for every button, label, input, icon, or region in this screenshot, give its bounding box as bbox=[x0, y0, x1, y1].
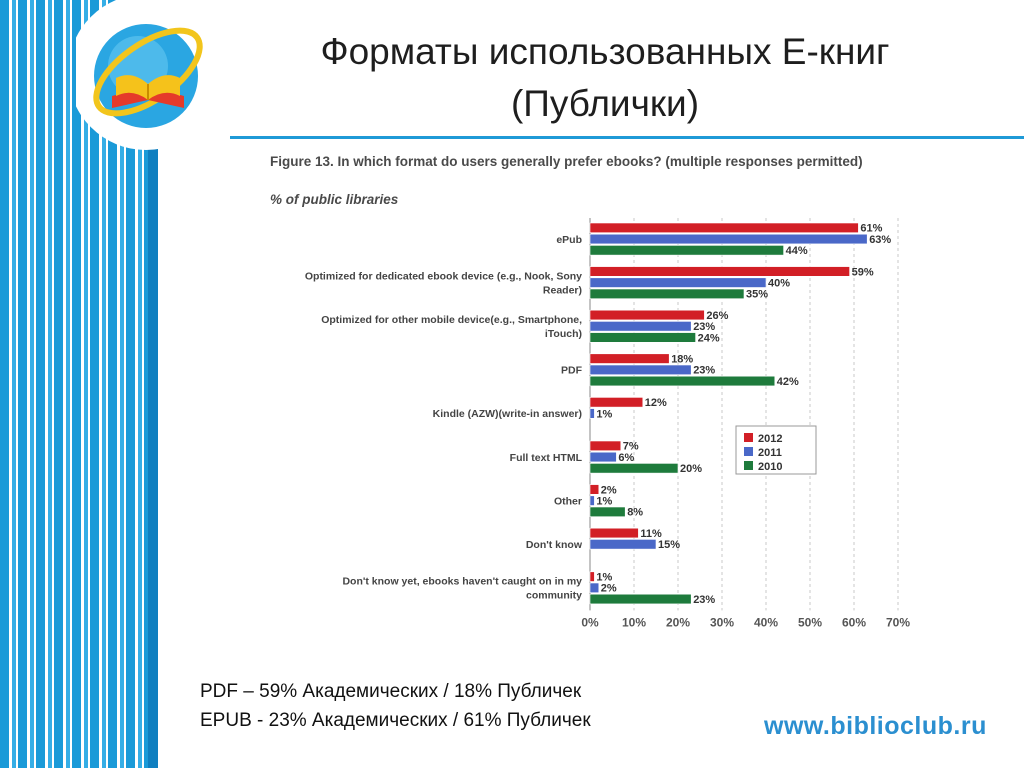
data-label: 40% bbox=[768, 278, 790, 290]
data-label: 61% bbox=[860, 223, 882, 235]
bar-2011 bbox=[589, 582, 600, 593]
bar-2010 bbox=[589, 375, 776, 387]
category-label: PDF bbox=[561, 365, 583, 377]
category-label: Kindle (AZW)(write-in answer) bbox=[433, 408, 582, 420]
category-label: Don't know yet, ebooks haven't caught on… bbox=[342, 576, 582, 588]
category-label: Other bbox=[554, 495, 582, 507]
bar-2010 bbox=[589, 593, 692, 605]
data-label: 23% bbox=[693, 365, 715, 377]
note-epub: EPUB - 23% Академических / 61% Публичек bbox=[200, 710, 591, 731]
legend-label-2012: 2012 bbox=[758, 433, 782, 445]
data-label: 2% bbox=[601, 484, 617, 496]
bar-2010 bbox=[589, 463, 679, 474]
chart-subtitle: % of public libraries bbox=[270, 192, 399, 207]
data-label: 15% bbox=[658, 539, 680, 551]
data-label: 2% bbox=[601, 583, 617, 595]
bar-2011 bbox=[589, 495, 595, 506]
bar-2012 bbox=[589, 397, 644, 408]
data-label: 63% bbox=[869, 234, 891, 246]
data-label: 8% bbox=[627, 507, 643, 519]
data-label: 23% bbox=[693, 594, 715, 606]
bar-2011 bbox=[589, 364, 692, 375]
data-label: 7% bbox=[623, 441, 639, 453]
legend-label-2011: 2011 bbox=[758, 447, 782, 459]
data-label: 1% bbox=[596, 408, 612, 420]
x-tick-label: 20% bbox=[666, 615, 690, 629]
bar-2012 bbox=[589, 309, 705, 321]
x-tick-label: 10% bbox=[622, 615, 646, 629]
bar-2010 bbox=[589, 245, 784, 256]
data-label: 23% bbox=[693, 321, 715, 333]
bar-2011 bbox=[589, 277, 767, 288]
x-tick-label: 60% bbox=[842, 615, 866, 629]
data-label: 18% bbox=[671, 354, 693, 366]
data-label: 26% bbox=[706, 310, 728, 322]
bar-2010 bbox=[589, 332, 696, 343]
bar-2012 bbox=[589, 222, 859, 233]
data-label: 6% bbox=[618, 452, 634, 464]
x-tick-label: 70% bbox=[886, 615, 910, 629]
data-label: 35% bbox=[746, 289, 768, 301]
legend-swatch-2010 bbox=[744, 461, 753, 470]
category-label: Optimized for other mobile device(e.g., … bbox=[321, 314, 582, 326]
category-label: Optimized for dedicated ebook device (e.… bbox=[305, 270, 582, 282]
category-label: ePub bbox=[556, 234, 582, 246]
slide-title: Форматы использованных Е-книг (Публички) bbox=[235, 26, 975, 130]
bar-2011 bbox=[589, 539, 657, 550]
category-label: community bbox=[526, 590, 582, 602]
x-tick-label: 40% bbox=[754, 615, 778, 629]
x-tick-label: 0% bbox=[581, 615, 599, 629]
site-logo bbox=[68, 0, 236, 150]
bar-2010 bbox=[589, 288, 745, 299]
category-label: Reader) bbox=[543, 284, 582, 296]
data-label: 24% bbox=[698, 332, 720, 344]
data-label: 12% bbox=[645, 397, 667, 409]
legend-swatch-2012 bbox=[744, 433, 753, 442]
chart-figure: Figure 13. In which format do users gene… bbox=[262, 150, 922, 650]
bar-2011 bbox=[589, 321, 692, 332]
bar-2012 bbox=[589, 440, 622, 451]
bar-2010 bbox=[589, 506, 626, 517]
legend-label-2010: 2010 bbox=[758, 461, 782, 473]
header-divider bbox=[230, 136, 1024, 139]
bar-2012 bbox=[589, 571, 595, 582]
data-label: 44% bbox=[786, 245, 808, 257]
notes: PDF – 59% Академических / 18% Публичек E… bbox=[200, 677, 591, 735]
data-label: 20% bbox=[680, 463, 702, 475]
bar-2012 bbox=[589, 484, 600, 495]
data-label: 11% bbox=[640, 528, 662, 540]
x-tick-label: 50% bbox=[798, 615, 822, 629]
category-label: Don't know bbox=[526, 539, 583, 551]
slide-title-line2: (Публички) bbox=[510, 83, 700, 124]
category-label: Full text HTML bbox=[510, 452, 583, 464]
data-label: 1% bbox=[596, 496, 612, 508]
bar-2011 bbox=[589, 408, 595, 419]
legend-swatch-2011 bbox=[744, 447, 753, 456]
data-label: 59% bbox=[852, 266, 874, 278]
note-pdf: PDF – 59% Академических / 18% Публичек bbox=[200, 681, 582, 702]
bar-chart: 0% 10% 20% 30% 40% 50% 60% 70% 61%63% 44% ePub 59% 4… bbox=[305, 218, 910, 629]
data-label: 42% bbox=[777, 376, 799, 388]
bar-2012 bbox=[589, 527, 639, 539]
category-label: iTouch) bbox=[545, 328, 582, 340]
bar-2011 bbox=[589, 451, 617, 463]
slide-title-line1: Форматы использованных Е-книг bbox=[320, 31, 890, 72]
chart-title: Figure 13. In which format do users gene… bbox=[270, 154, 863, 169]
bar-2011 bbox=[589, 233, 868, 245]
bar-2012 bbox=[589, 353, 670, 364]
bar-2012 bbox=[589, 266, 850, 277]
data-label: 1% bbox=[596, 572, 612, 584]
site-url[interactable]: www.biblioclub.ru bbox=[764, 712, 987, 740]
x-tick-label: 30% bbox=[710, 615, 734, 629]
